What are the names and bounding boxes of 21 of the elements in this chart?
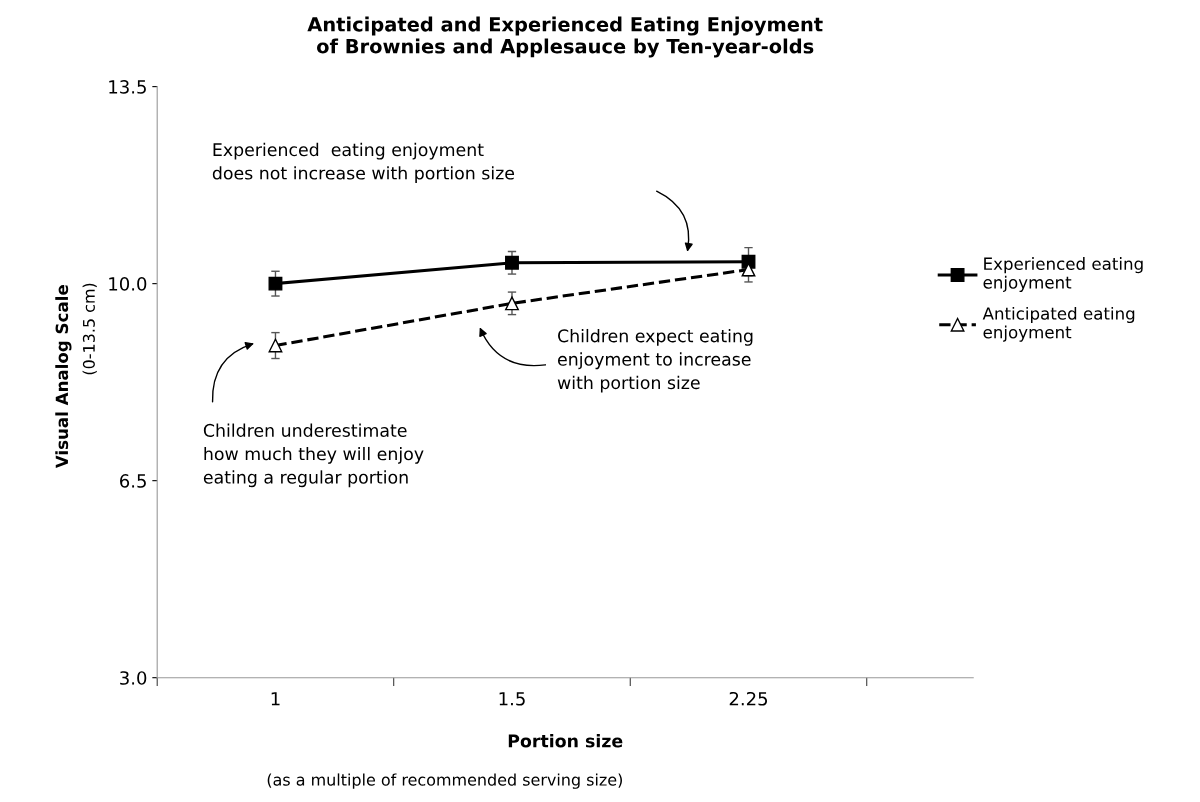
point xyxy=(505,255,519,270)
y-tick-label: 13.5 xyxy=(109,80,146,94)
annotation: Children underestimate how much they will enjoy eating a regular portion xyxy=(203,423,424,488)
legend-label: Anticipated eating enjoyment xyxy=(982,306,1135,342)
y-tick-label: 10.0 xyxy=(109,277,147,291)
legend-label: Experienced eating enjoyment xyxy=(983,257,1143,292)
y-tick-label: 3.0 xyxy=(120,671,147,685)
point xyxy=(505,296,519,311)
x-tick-label: 2.25 xyxy=(729,691,768,706)
chart-title: Anticipated and Experienced Eating Enjoyment of Brownies and Applesauce by Ten-year-olds xyxy=(307,16,823,58)
y-tick-label: 6.5 xyxy=(120,474,146,488)
point xyxy=(268,276,283,291)
point xyxy=(268,338,283,353)
annotation: Children expect eating enjoyment to increase with portion size xyxy=(557,328,753,393)
x-axis-title: Portion size xyxy=(508,734,623,748)
annotation: Experienced eating enjoyment does not increase with portion size xyxy=(212,142,515,183)
text: (as a multiple of recommended serving size) xyxy=(267,773,622,789)
x-tick-label: 1.5 xyxy=(499,692,525,706)
x-tick-label: 1 xyxy=(271,692,280,706)
text: (0-13.5 cm) xyxy=(82,283,97,375)
y-axis-title: Visual Analog Scale xyxy=(55,285,72,469)
